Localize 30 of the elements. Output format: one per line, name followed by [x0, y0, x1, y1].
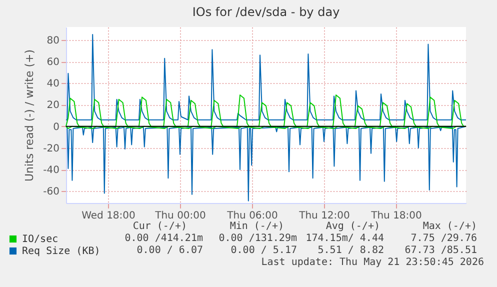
legend-label: Req Size (KB)	[22, 246, 100, 257]
y-tick-label: 80	[46, 35, 60, 46]
text: Cur (-/+)	[132, 221, 187, 233]
x-tick-label: Thu 06:00	[226, 210, 278, 222]
text: 0.00 /414.21m	[124, 233, 203, 245]
x-tick-label: Thu 12:00	[298, 210, 350, 222]
text: 174.15m/ 4.44	[306, 233, 384, 245]
legend-label: IO/sec	[22, 234, 58, 245]
chart-title: IOs for /dev/sda - by day	[192, 5, 340, 19]
text: 0.00 / 6.07	[136, 245, 203, 257]
y-tick-label: -20	[43, 143, 60, 154]
x-tick-label: Thu 00:00	[154, 210, 206, 222]
text: 67.73 /85.51	[404, 245, 477, 257]
text: Min (-/+)	[230, 221, 284, 233]
text: Last update: Thu May 21 23:50:45 2026	[261, 257, 484, 269]
y-tick-label: -60	[43, 186, 60, 198]
text: 5.51 / 8.82	[318, 245, 384, 257]
text: 7.75 /29.76	[410, 233, 477, 245]
y-tick-label: 20	[46, 100, 60, 112]
y-tick-label: 40	[46, 78, 60, 90]
text: Avg (-/+)	[326, 221, 380, 233]
y-tick-label: 0	[53, 122, 60, 133]
y-tick-label: -40	[43, 165, 60, 176]
text: 0.00 /131.29m	[218, 233, 297, 245]
x-tick-label: Thu 18:00	[370, 210, 422, 222]
x-tick-label: Wed 18:00	[82, 210, 136, 222]
y-tick-label: 60	[46, 57, 60, 68]
text: Max (-/+)	[422, 221, 477, 233]
y-axis-title: Units read (-) / write (+)	[23, 49, 36, 182]
text: 0.00 / 5.17	[230, 245, 297, 257]
